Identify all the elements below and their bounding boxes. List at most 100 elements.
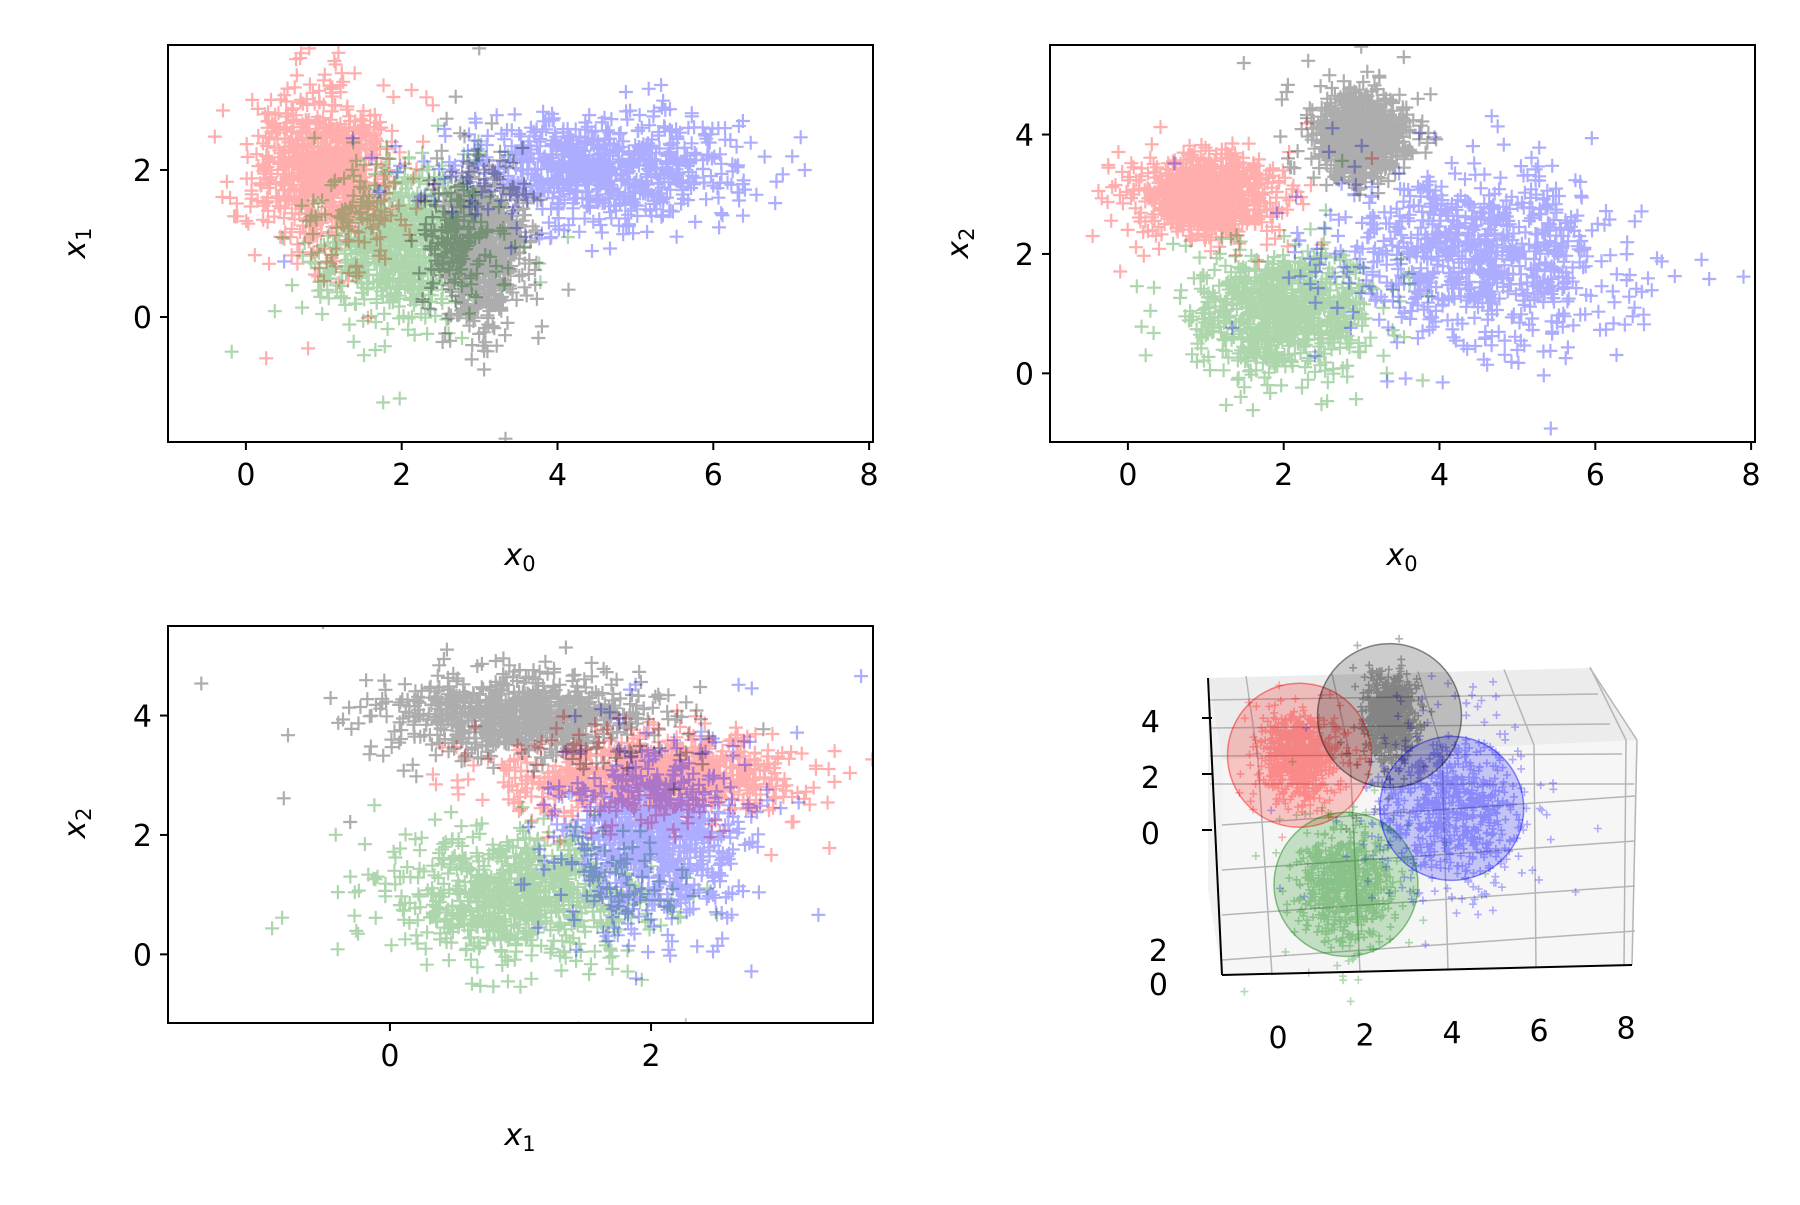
axes-frame bbox=[1049, 44, 1756, 443]
grid-line bbox=[1503, 669, 1535, 746]
pane-floor bbox=[1222, 740, 1637, 975]
scatter-points-blue bbox=[514, 669, 869, 1023]
y-tick-label-3d: 2 bbox=[1149, 934, 1168, 969]
z-axis-line bbox=[1207, 677, 1223, 976]
grid-line bbox=[1221, 795, 1636, 826]
scatter-points-black bbox=[194, 626, 771, 829]
y-axis-label: x1 bbox=[58, 227, 96, 259]
sphere-red bbox=[1226, 682, 1373, 828]
scatter-points-blue bbox=[277, 78, 812, 269]
plot-area-x0-x1 bbox=[207, 45, 812, 442]
grid-line bbox=[1623, 739, 1627, 966]
series-green bbox=[265, 798, 724, 1023]
scatter-3d-green bbox=[1240, 730, 1490, 1006]
y-tick-label: 4 bbox=[1015, 119, 1034, 154]
x-tick-label-3d: 2 bbox=[1355, 1019, 1374, 1054]
points-3d-blue bbox=[1267, 672, 1602, 949]
series-green bbox=[1129, 153, 1436, 418]
sphere-green bbox=[1273, 811, 1419, 958]
axis-ticks: 0 2 4 6 8 0 2 4 bbox=[1015, 119, 1761, 493]
x-tick-label-3d: 0 bbox=[1268, 1021, 1287, 1056]
scatter-3d-red bbox=[1235, 681, 1370, 842]
y-tick-label: 2 bbox=[133, 819, 152, 854]
scatter-points-red bbox=[425, 703, 873, 862]
scatter-points-red bbox=[1085, 116, 1379, 279]
y-tick-label: 0 bbox=[133, 301, 152, 336]
x-tick-label: 0 bbox=[1118, 458, 1137, 493]
x-tick-label-3d: 4 bbox=[1442, 1016, 1461, 1051]
series-black bbox=[194, 626, 771, 829]
grid-line bbox=[1589, 666, 1627, 741]
grid-line bbox=[1631, 739, 1638, 966]
y-tick-label: 0 bbox=[133, 938, 152, 973]
x-tick-label: 8 bbox=[1742, 458, 1761, 493]
grid-line bbox=[1221, 885, 1636, 916]
series-blue bbox=[514, 669, 869, 1023]
x-tick-label: 6 bbox=[704, 458, 723, 493]
grid-line bbox=[1209, 693, 1599, 701]
x-tick-label: 2 bbox=[642, 1039, 661, 1074]
z-tick-label-3d: 0 bbox=[1141, 817, 1160, 852]
points-3d-black bbox=[1336, 634, 1436, 833]
series-green bbox=[224, 118, 575, 410]
x-tick-label: 4 bbox=[548, 458, 567, 493]
grid-3d bbox=[1209, 666, 1638, 976]
x-tick-label: 8 bbox=[860, 458, 879, 493]
x-tick-label: 0 bbox=[236, 458, 255, 493]
x-tick-label-3d: 8 bbox=[1616, 1011, 1635, 1046]
sphere-blue bbox=[1379, 735, 1525, 882]
y-tick-label: 4 bbox=[133, 700, 152, 735]
grid-line bbox=[1209, 723, 1611, 729]
pane-back bbox=[1208, 668, 1637, 760]
series-red bbox=[425, 703, 873, 862]
y-tick-label: 2 bbox=[133, 154, 152, 189]
scatter-points-blue bbox=[1167, 109, 1751, 436]
x-axis-label: x1 bbox=[503, 1118, 535, 1156]
series-black bbox=[1236, 45, 1444, 202]
scatter-3d-blue bbox=[1267, 672, 1602, 949]
points-3d bbox=[1235, 634, 1602, 1006]
scatter-points-black bbox=[404, 45, 576, 442]
axis-ticks: 0 2 0 2 4 bbox=[133, 700, 661, 1074]
series-blue bbox=[277, 78, 812, 269]
sphere-black bbox=[1316, 642, 1463, 789]
grid-line bbox=[1221, 840, 1636, 871]
grid-line bbox=[1441, 749, 1449, 971]
grid-line bbox=[1221, 930, 1636, 961]
points-3d-red bbox=[1235, 681, 1370, 842]
series-red bbox=[207, 45, 443, 366]
axes-frame bbox=[167, 625, 874, 1024]
x-tick-label: 0 bbox=[380, 1039, 399, 1074]
points-3d-green bbox=[1240, 730, 1490, 1006]
z-tick-label-3d: 4 bbox=[1141, 705, 1160, 740]
y-axis-label: x2 bbox=[58, 807, 96, 839]
x-axis-label: x0 bbox=[1385, 538, 1417, 576]
scatter-3d-black bbox=[1336, 634, 1436, 833]
x-axis-line bbox=[1221, 964, 1633, 976]
z-tick-label-3d: 2 bbox=[1141, 761, 1160, 796]
scatter-points-green bbox=[224, 118, 575, 410]
grid-line bbox=[1417, 671, 1443, 751]
axes-frame bbox=[167, 44, 874, 443]
subplot-x0-x2: 0 2 4 6 8 0 2 4 x0 x2 bbox=[941, 44, 1761, 576]
scatter-points-red bbox=[207, 45, 443, 366]
grid-line bbox=[1331, 673, 1351, 756]
y-tick-label-3d: 0 bbox=[1149, 968, 1168, 1003]
y-tick-label: 0 bbox=[1015, 357, 1034, 392]
grid-line bbox=[1349, 754, 1361, 973]
scatter-points-green bbox=[265, 798, 724, 1023]
series-blue bbox=[1167, 109, 1751, 436]
axis-ticks: 0 2 4 6 8 0 2 bbox=[133, 154, 879, 493]
plot-area-x1-x2 bbox=[194, 626, 873, 1023]
x-axis-label: x0 bbox=[503, 538, 535, 576]
x-tick-label: 2 bbox=[1274, 458, 1293, 493]
plot-area-x0-x2 bbox=[1085, 45, 1751, 436]
series-red bbox=[1085, 116, 1379, 279]
y-axis-label: x2 bbox=[941, 227, 979, 259]
scatter-points-green bbox=[1129, 153, 1436, 418]
grid-line bbox=[1245, 675, 1259, 761]
y-tick-label: 2 bbox=[1015, 238, 1034, 273]
